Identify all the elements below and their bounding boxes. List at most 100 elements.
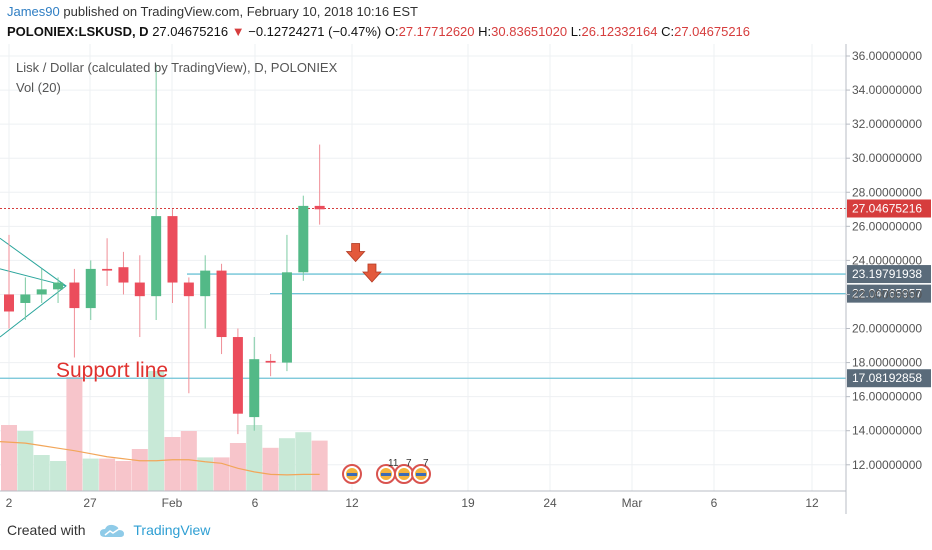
volume-bar xyxy=(164,437,181,491)
candle[interactable] xyxy=(232,328,243,435)
price-tick-label: 26.00000000 xyxy=(852,219,922,233)
ohlc-bar: POLONIEX:LSKUSD, D 27.04675216 ▼ −0.1272… xyxy=(7,24,750,39)
volume-bar xyxy=(82,458,99,491)
time-tick-label: 27 xyxy=(83,496,97,510)
candle[interactable] xyxy=(200,255,211,329)
candle[interactable] xyxy=(69,268,80,358)
event-count-label: 7 xyxy=(423,458,429,469)
high-label: H: xyxy=(478,24,492,39)
time-tick-label: Feb xyxy=(162,496,183,510)
open-label: O: xyxy=(384,24,399,39)
volume-ma-line xyxy=(0,441,320,476)
horizontal-levels: 23.19791938 22.04765957 17.08192858 27.0467… xyxy=(0,199,931,388)
candle[interactable] xyxy=(249,337,260,431)
price-tick-label: 32.00000000 xyxy=(852,117,922,131)
time-tick-label: 6 xyxy=(711,496,718,510)
event-badges[interactable]: 11 7 7 xyxy=(342,458,431,484)
time-tick-label: Mar xyxy=(622,496,643,510)
candle[interactable] xyxy=(53,277,64,303)
price-tick-label: 12.00000000 xyxy=(852,458,922,472)
level-price-label: 17.08192858 xyxy=(852,371,922,385)
candles xyxy=(4,64,325,435)
close-label: C: xyxy=(661,24,675,39)
price-axis[interactable]: 36.00000000 34.00000000 32.00000000 30.0000… xyxy=(846,49,922,472)
volume-bar xyxy=(180,431,197,491)
last-price-tag xyxy=(847,199,931,218)
volume-bar xyxy=(246,425,263,491)
candle[interactable] xyxy=(298,195,309,281)
flag-event-icon[interactable] xyxy=(342,464,362,484)
volume-bars xyxy=(1,371,328,491)
down-arrows xyxy=(345,243,382,283)
volume-bar xyxy=(295,432,312,491)
volume-bar xyxy=(213,457,230,491)
candle[interactable] xyxy=(183,277,194,394)
event-count-label: 7 xyxy=(406,458,412,469)
low-value: 26.12332164 xyxy=(581,24,658,39)
time-tick-label: 24 xyxy=(543,496,557,510)
volume-bar xyxy=(197,457,214,491)
footer: Created with TradingView xyxy=(7,522,210,538)
volume-bar xyxy=(17,431,34,491)
candle[interactable] xyxy=(314,144,325,225)
last-price-label: 27.04675216 xyxy=(852,201,922,215)
price-change: −0.12724271 (−0.47%) xyxy=(248,24,382,39)
price-tick-label: 28.00000000 xyxy=(852,185,922,199)
candle[interactable] xyxy=(265,354,276,377)
candle[interactable] xyxy=(151,64,162,321)
volume-bar xyxy=(148,371,165,491)
down-arrow-icon[interactable] xyxy=(362,263,382,283)
candle[interactable] xyxy=(118,251,129,295)
volume-bar xyxy=(99,458,116,491)
candle[interactable] xyxy=(102,238,113,286)
legend-volume: Vol (20) xyxy=(16,80,61,95)
flag-event-icon[interactable] xyxy=(411,464,431,484)
last-price: 27.04675216 xyxy=(152,24,229,39)
price-tick-label: 14.00000000 xyxy=(852,424,922,438)
level-price-tag xyxy=(847,265,931,284)
candle[interactable] xyxy=(134,255,145,338)
volume-bar xyxy=(278,438,295,491)
volume-bar xyxy=(33,455,50,491)
tradingview-brand-link[interactable]: TradingView xyxy=(133,522,211,538)
price-tick-label: 34.00000000 xyxy=(852,83,922,97)
time-tick-label: 2 xyxy=(6,496,13,510)
volume-bar xyxy=(311,440,328,491)
price-tick-label: 20.00000000 xyxy=(852,322,922,336)
candle[interactable] xyxy=(36,268,47,303)
event-count-label: 11 xyxy=(388,458,399,469)
volume-bar xyxy=(262,447,279,491)
legend-title: Lisk / Dollar (calculated by TradingView… xyxy=(16,60,338,75)
time-axis[interactable]: 2 27 Feb 6 12 19 24 Mar 6 12 xyxy=(6,496,819,510)
created-with-text: Created with xyxy=(7,522,86,538)
price-tick-label: 30.00000000 xyxy=(852,151,922,165)
publish-info: James90 published on TradingView.com, Fe… xyxy=(7,4,418,19)
candle[interactable] xyxy=(4,234,14,329)
down-arrow-icon[interactable] xyxy=(345,243,366,263)
price-chart[interactable]: 23.19791938 22.04765957 17.08192858 27.0467… xyxy=(0,44,932,514)
candle[interactable] xyxy=(167,209,178,303)
high-value: 30.83651020 xyxy=(491,24,568,39)
open-value: 27.17712620 xyxy=(398,24,475,39)
volume-bar xyxy=(229,443,246,491)
candle[interactable] xyxy=(85,260,96,321)
candle[interactable] xyxy=(216,263,227,355)
low-label: L: xyxy=(570,24,582,39)
volume-bar xyxy=(66,377,83,491)
volume-bar xyxy=(50,461,67,491)
author-link[interactable]: James90 xyxy=(7,4,60,19)
candle[interactable] xyxy=(20,277,31,321)
published-text: published on TradingView.com, February 1… xyxy=(63,4,418,19)
price-tick-label: 22.00000000 xyxy=(852,287,922,301)
time-tick-label: 6 xyxy=(252,496,259,510)
price-tick-label: 18.00000000 xyxy=(852,356,922,370)
candle[interactable] xyxy=(281,234,292,372)
symbol-label: POLONIEX:LSKUSD, D xyxy=(7,24,149,39)
price-tick-label: 24.00000000 xyxy=(852,253,922,267)
close-value: 27.04675216 xyxy=(674,24,751,39)
volume-bar xyxy=(1,425,17,491)
level-price-tag xyxy=(847,284,931,303)
level-price-label: 23.19791938 xyxy=(852,267,922,281)
flag-event-icon[interactable] xyxy=(394,464,414,484)
tradingview-cloud-icon xyxy=(100,525,125,538)
